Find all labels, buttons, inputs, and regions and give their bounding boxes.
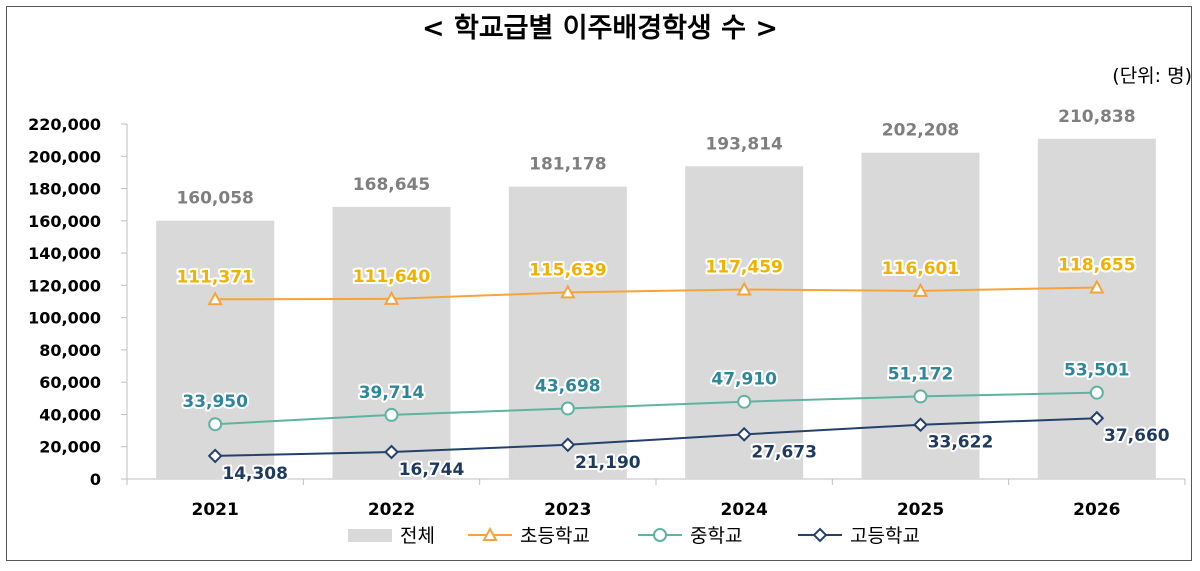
y-tick-label: 200,000 [28, 147, 101, 166]
x-tick-label: 2025 [897, 500, 944, 520]
line-marker [912, 282, 929, 297]
y-tick-label: 220,000 [28, 115, 101, 134]
line-marker [384, 444, 399, 460]
legend-item: 고등학교 [798, 525, 920, 547]
y-tick-label: 160,000 [28, 212, 101, 231]
bar [332, 206, 451, 480]
line-marker [653, 528, 667, 542]
line-data-label: 21,190 [575, 453, 641, 473]
x-tick-label: 2022 [368, 500, 415, 520]
bar-series: 160,058 168,645 181,178 193,814 202,208 210,8… [156, 107, 1156, 480]
series-line [215, 417, 1097, 457]
chart-frame [6, 6, 1192, 561]
line-data-label: 117,459 [705, 257, 782, 277]
line-marker [560, 284, 576, 299]
bar [508, 186, 627, 479]
line-marker [383, 290, 400, 305]
legend-label: 전체 [400, 525, 435, 547]
y-tick-label: 180,000 [28, 180, 101, 199]
bar-data-label: 210,838 [1058, 107, 1135, 127]
legend-item: 중학교 [638, 525, 742, 547]
legend-label: 중학교 [690, 525, 742, 547]
y-tick-label: 100,000 [28, 309, 101, 328]
line-data-label: 118,655 [1058, 256, 1135, 276]
line-data-label: 39,714 [359, 383, 425, 403]
y-tick-label: 0 [90, 470, 101, 489]
line-marker [736, 426, 752, 442]
bar [156, 220, 275, 479]
y-tick-label: 20,000 [39, 438, 101, 457]
bar-data-label: 160,058 [176, 189, 253, 209]
chart-title: < 학교급별 이주배경학생 수 > [422, 13, 778, 44]
y-tick-label: 40,000 [39, 405, 101, 424]
line-data-label: 33,950 [182, 392, 248, 412]
line-marker [737, 394, 752, 409]
legend-label: 고등학교 [850, 525, 920, 547]
series-circle: 33,950 39,714 43,698 47,910 51,172 53,501 [180, 359, 1132, 432]
line-data-label: 27,673 [751, 442, 817, 462]
line-marker [1089, 410, 1105, 426]
series-diamond: 14,308 16,744 21,190 27,673 33,622 37,660 [207, 410, 1172, 486]
line-data-label: 16,744 [399, 460, 465, 480]
series-line [215, 391, 1097, 426]
bar-data-label: 168,645 [353, 175, 430, 195]
axes: 0 20,000 40,000 60,000 80,000 100,000 120,000 1… [28, 115, 1186, 520]
bar-data-label: 193,814 [705, 134, 783, 154]
legend-swatch [348, 529, 392, 542]
line-marker [812, 527, 828, 543]
legend-item: 전체 [348, 525, 435, 547]
bar-data-label: 181,178 [529, 155, 606, 175]
series-triangle: 111,371 111,640 115,639 117,459 116,601 118,6… [174, 254, 1138, 306]
line-marker [482, 526, 498, 541]
line-marker [560, 401, 575, 416]
x-tick-label: 2021 [192, 500, 239, 520]
series-line [215, 286, 1097, 301]
line-marker [913, 389, 928, 404]
line-data-label: 111,371 [176, 267, 253, 287]
line-series: 111,371 111,640 115,639 117,459 116,601 118,6… [174, 254, 1172, 486]
bar [685, 166, 804, 479]
line-data-label: 53,501 [1064, 361, 1130, 381]
x-tick-label: 2024 [721, 500, 768, 520]
line-data-label: 43,698 [535, 376, 601, 396]
bar-data-label: 202,208 [882, 121, 959, 141]
line-marker [560, 437, 576, 453]
line-data-label: 111,640 [353, 267, 431, 287]
y-tick-label: 140,000 [28, 244, 101, 263]
legend: 전체 초등학교 중학교 고등학교 [348, 525, 920, 547]
unit-label: (단위: 명) [1112, 65, 1192, 87]
line-marker [384, 407, 399, 422]
line-marker [208, 417, 223, 432]
line-marker [207, 291, 223, 306]
x-tick-label: 2023 [544, 500, 591, 520]
line-marker [207, 448, 223, 464]
x-tick-label: 2026 [1073, 500, 1120, 520]
y-tick-label: 80,000 [39, 341, 101, 360]
line-data-label: 116,601 [882, 259, 959, 279]
line-data-label: 33,622 [928, 433, 994, 453]
line-data-label: 37,660 [1104, 426, 1170, 446]
line-marker [1089, 279, 1105, 294]
legend-label: 초등학교 [520, 525, 590, 547]
line-data-label: 47,910 [711, 370, 777, 390]
line-marker [736, 281, 752, 296]
line-marker [1089, 385, 1104, 400]
legend-item: 초등학교 [468, 525, 590, 547]
line-data-label: 51,172 [888, 364, 954, 384]
line-marker [913, 417, 928, 433]
line-data-label: 14,308 [222, 464, 288, 484]
y-tick-label: 60,000 [39, 373, 101, 392]
line-data-label: 115,639 [529, 260, 606, 280]
y-tick-label: 120,000 [28, 276, 101, 295]
